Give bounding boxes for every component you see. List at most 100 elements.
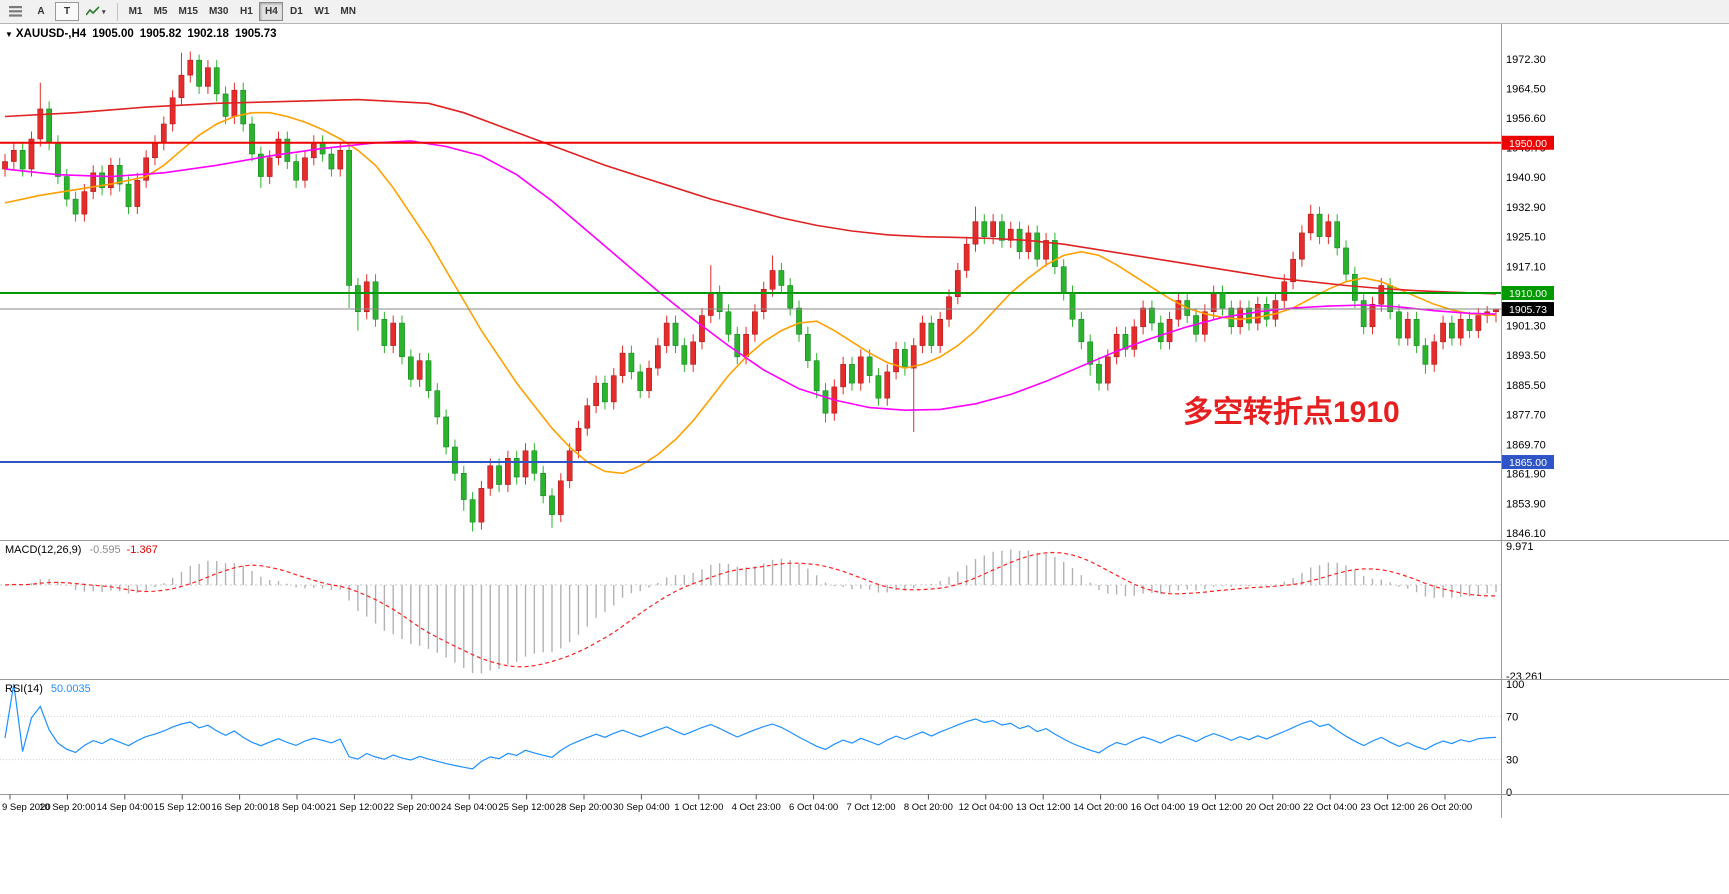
svg-text:1905.73: 1905.73 [1509, 304, 1547, 316]
hlines-layer[interactable]: 1950.00 1910.00 1865.00 1905.73 [0, 135, 1554, 470]
chart-canvas[interactable]: 1972.301964.501956.601948.701940.901932.… [0, 24, 1729, 894]
svg-text:100: 100 [1506, 679, 1524, 691]
svg-text:26 Oct 20:00: 26 Oct 20:00 [1418, 802, 1472, 813]
svg-text:12 Oct 04:00: 12 Oct 04:00 [959, 802, 1013, 813]
svg-text:1956.60: 1956.60 [1506, 113, 1546, 125]
svg-text:1972.30: 1972.30 [1506, 54, 1546, 66]
indicators-dropdown-button[interactable]: ▾ [81, 2, 111, 21]
svg-text:21 Sep 12:00: 21 Sep 12:00 [326, 802, 383, 813]
svg-text:1853.90: 1853.90 [1506, 499, 1546, 511]
chart-list-icon[interactable] [3, 2, 27, 21]
ohlc-low: 1902.18 [187, 28, 229, 40]
macd-signal-line [4, 551, 1496, 668]
price-tag [1502, 302, 1554, 317]
svg-text:1901.30: 1901.30 [1506, 321, 1546, 333]
time-axis[interactable] [0, 794, 1729, 819]
separators-layer [0, 24, 1729, 818]
tf-button-h4[interactable]: H4 [259, 2, 284, 21]
toolbar: A T ▾ M1 M5 M15 M30 H1 H4 D1 W1 MN [0, 0, 1729, 24]
macd-name: MACD(12,26,9) [5, 544, 82, 556]
svg-text:8 Oct 20:00: 8 Oct 20:00 [904, 802, 953, 813]
svg-text:6 Oct 04:00: 6 Oct 04:00 [789, 802, 838, 813]
svg-text:18 Sep 04:00: 18 Sep 04:00 [269, 802, 326, 813]
toolbar-separator [116, 2, 118, 21]
rsi-name: RSI(14) [5, 683, 43, 695]
svg-text:28 Sep 20:00: 28 Sep 20:00 [556, 802, 613, 813]
candles-layer [2, 51, 1499, 532]
rsi-layer: 100 70 30 0 [0, 679, 1524, 799]
tf-button-m30[interactable]: M30 [204, 2, 233, 21]
ohlc-open: 1905.00 [92, 28, 134, 40]
svg-text:25 Sep 12:00: 25 Sep 12:00 [498, 802, 555, 813]
svg-text:1925.10: 1925.10 [1506, 231, 1546, 243]
macd-value-signal: -1.367 [126, 544, 158, 556]
svg-text:1877.70: 1877.70 [1506, 409, 1546, 421]
svg-text:13 Oct 12:00: 13 Oct 12:00 [1016, 802, 1070, 813]
svg-text:1861.90: 1861.90 [1506, 469, 1546, 481]
svg-text:1865.00: 1865.00 [1509, 457, 1547, 469]
svg-text:30 Sep 04:00: 30 Sep 04:00 [613, 802, 670, 813]
macd-layer: 9.971-23.261 [0, 541, 1543, 683]
ohlc-high: 1905.82 [139, 28, 182, 40]
tf-button-m5[interactable]: M5 [149, 2, 173, 21]
rsi-value: 50.0035 [50, 683, 91, 695]
svg-text:1910.00: 1910.00 [1509, 288, 1547, 300]
ma-mid-magenta [4, 140, 1497, 412]
svg-text:14 Sep 04:00: 14 Sep 04:00 [97, 802, 154, 813]
svg-text:1917.10: 1917.10 [1506, 261, 1546, 273]
text-tool-button[interactable]: T [55, 2, 79, 21]
rsi-line [4, 683, 1497, 770]
svg-text:16 Sep 20:00: 16 Sep 20:00 [211, 802, 268, 813]
svg-text:10 Sep 20:00: 10 Sep 20:00 [39, 802, 96, 813]
svg-text:7 Oct 12:00: 7 Oct 12:00 [846, 802, 895, 813]
macd-indicator-label: MACD(12,26,9) -0.595 -1.367 [5, 544, 158, 556]
chart-expand-icon: ▼ [5, 30, 13, 39]
rsi-indicator-label: RSI(14) 50.0035 [5, 683, 91, 695]
svg-text:24 Sep 04:00: 24 Sep 04:00 [441, 802, 498, 813]
grid-lines-icon [8, 6, 22, 17]
svg-text:70: 70 [1506, 711, 1518, 723]
tf-button-w1[interactable]: W1 [309, 2, 334, 21]
macd-value-main: -0.595 [89, 544, 121, 556]
moving-averages-layer [4, 98, 1497, 475]
tf-button-mn[interactable]: MN [335, 2, 361, 21]
timeframe-group: M1 M5 M15 M30 H1 H4 D1 W1 MN [124, 2, 361, 21]
svg-text:9 Sep 2020: 9 Sep 2020 [2, 802, 51, 813]
svg-text:22 Oct 04:00: 22 Oct 04:00 [1303, 802, 1357, 813]
price-tag [1502, 135, 1554, 150]
svg-text:22 Sep 20:00: 22 Sep 20:00 [384, 802, 441, 813]
svg-text:23 Oct 12:00: 23 Oct 12:00 [1360, 802, 1414, 813]
tf-button-m1[interactable]: M1 [124, 2, 148, 21]
chart-text-annotation[interactable]: 多空转折点1910 [1183, 396, 1400, 429]
svg-text:0: 0 [1506, 787, 1512, 799]
svg-text:30: 30 [1506, 755, 1518, 767]
ma-fast-orange [4, 111, 1497, 475]
svg-text:1964.50: 1964.50 [1506, 83, 1546, 95]
svg-text:14 Oct 20:00: 14 Oct 20:00 [1073, 802, 1127, 813]
price-tag [1502, 455, 1554, 470]
svg-text:1893.50: 1893.50 [1506, 350, 1546, 362]
svg-text:20 Oct 20:00: 20 Oct 20:00 [1246, 802, 1300, 813]
svg-text:1 Oct 12:00: 1 Oct 12:00 [674, 802, 723, 813]
tf-button-m15[interactable]: M15 [174, 2, 203, 21]
ohlc-close: 1905.73 [234, 28, 277, 40]
symbol-period: XAUUSD-,H4 [15, 28, 87, 40]
chart-title: ▼ XAUUSD-,H4 1905.00 1905.82 1902.18 1905.73 [5, 28, 283, 40]
svg-text:1950.00: 1950.00 [1509, 138, 1547, 150]
tf-button-d1[interactable]: D1 [284, 2, 308, 21]
svg-text:1885.50: 1885.50 [1506, 380, 1546, 392]
tf-button-h1[interactable]: H1 [234, 2, 258, 21]
indicator-line-icon [86, 6, 100, 16]
svg-text:16 Oct 04:00: 16 Oct 04:00 [1131, 802, 1185, 813]
svg-text:1932.90: 1932.90 [1506, 202, 1546, 214]
svg-text:1940.90: 1940.90 [1506, 172, 1546, 184]
svg-text:1869.70: 1869.70 [1506, 439, 1546, 451]
price-axis[interactable] [1501, 24, 1729, 795]
cursor-tool-button[interactable]: A [29, 2, 53, 21]
svg-text:4 Oct 23:00: 4 Oct 23:00 [732, 802, 781, 813]
ma-slow-red [4, 98, 1497, 295]
price-tag [1502, 285, 1554, 300]
svg-text:19 Oct 12:00: 19 Oct 12:00 [1188, 802, 1242, 813]
